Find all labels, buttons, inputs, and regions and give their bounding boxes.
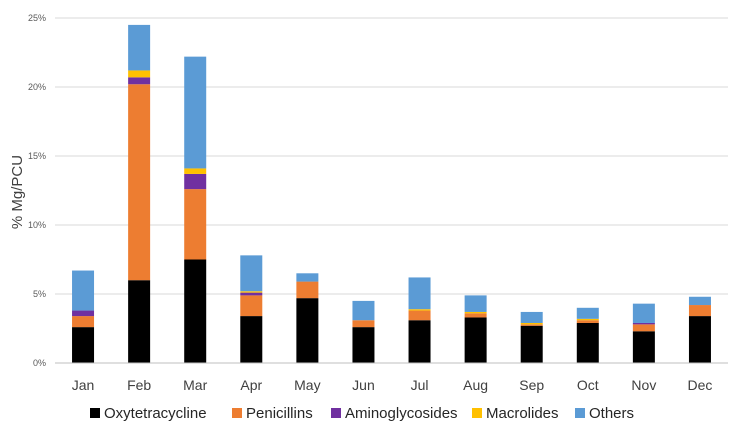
bar-segment-macrolides-aug [464, 311, 487, 314]
legend-swatch-others [575, 408, 585, 418]
x-tick-label: Mar [183, 377, 207, 393]
bar-segment-penicillins-mar [184, 189, 207, 260]
bar-segment-oxytetracycline-jul [408, 320, 431, 363]
bar-segment-macrolides-sep [520, 322, 543, 325]
y-axis-ticks: 0% 5% 10% 15% 20% 25% [28, 13, 46, 368]
bar-segment-oxytetracycline-may [296, 298, 319, 363]
legend-swatch-aminoglycosides [331, 408, 341, 418]
bar-segment-oxytetracycline-feb [128, 280, 151, 363]
bar-segment-macrolides-jul [408, 309, 431, 311]
x-tick-label: Jul [411, 377, 429, 393]
legend-swatch-penicillins [232, 408, 242, 418]
bar-segment-others-oct [576, 307, 599, 319]
bar-segment-others-feb [128, 24, 151, 71]
bar-segment-others-nov [632, 303, 655, 323]
bar-segment-penicillins-feb [128, 84, 151, 281]
bars [72, 24, 711, 363]
legend-swatch-macrolides [472, 408, 482, 418]
bar-segment-penicillins-oct [576, 320, 599, 323]
bar-segment-penicillins-may [296, 281, 319, 299]
bar-segment-penicillins-aug [464, 313, 487, 318]
legend-label: Oxytetracycline [104, 405, 207, 422]
bar-segment-oxytetracycline-aug [464, 317, 487, 363]
bar-segment-oxytetracycline-oct [576, 322, 599, 363]
bar-segment-penicillins-apr [240, 295, 263, 317]
bar-segment-penicillins-nov [632, 324, 655, 332]
legend-swatch-oxytetracycline [90, 408, 100, 418]
bar-segment-others-jan [72, 270, 95, 311]
x-tick-label: Nov [631, 377, 656, 393]
bar-segment-macrolides-apr [240, 291, 263, 293]
bar-segment-others-mar [184, 56, 207, 169]
bar-segment-oxytetracycline-dec [688, 316, 711, 363]
y-tick-label: 15% [28, 151, 46, 161]
bar-segment-macrolides-oct [576, 318, 599, 321]
legend-label: Aminoglycosides [345, 405, 458, 422]
bar-segment-aminoglycosides-jan [72, 310, 95, 317]
bar-segment-others-jul [408, 277, 431, 310]
bar-segment-aminoglycosides-feb [128, 77, 151, 85]
bar-segment-oxytetracycline-nov [632, 331, 655, 363]
y-tick-label: 10% [28, 220, 46, 230]
legend: Oxytetracycline Penicillins Aminoglycoside… [90, 405, 634, 422]
y-tick-label: 25% [28, 13, 46, 23]
x-tick-label: May [294, 377, 320, 393]
x-tick-label: Sep [519, 377, 544, 393]
bar-segment-oxytetracycline-sep [520, 325, 543, 363]
y-tick-label: 5% [33, 289, 46, 299]
bar-segment-penicillins-jun [352, 320, 375, 328]
legend-label: Others [589, 405, 634, 422]
bar-segment-oxytetracycline-mar [184, 259, 207, 363]
x-tick-label: Jun [352, 377, 375, 393]
bar-segment-others-apr [240, 255, 263, 292]
legend-label: Macrolides [486, 405, 559, 422]
bar-segment-aminoglycosides-apr [240, 292, 263, 296]
bar-segment-penicillins-sep [520, 324, 543, 326]
bar-segment-aminoglycosides-mar [184, 173, 207, 190]
bar-segment-penicillins-dec [688, 305, 711, 317]
bar-segment-penicillins-jul [408, 310, 431, 321]
bar-segment-oxytetracycline-jun [352, 327, 375, 363]
bar-segment-macrolides-mar [184, 168, 207, 174]
y-tick-label: 0% [33, 358, 46, 368]
bar-segment-others-sep [520, 311, 543, 323]
x-axis-ticks: Jan Feb Mar Apr May Jun Jul Aug Sep Oct Nov Dec [72, 377, 713, 393]
bar-segment-oxytetracycline-apr [240, 316, 263, 363]
x-tick-label: Feb [127, 377, 151, 393]
legend-label: Penicillins [246, 405, 313, 422]
gridlines [55, 17, 728, 295]
bar-segment-penicillins-jan [72, 316, 95, 328]
bar-segment-others-aug [464, 295, 487, 312]
y-axis-title: % Mg/PCU [9, 155, 26, 229]
bar-segment-macrolides-feb [128, 70, 151, 78]
bar-segment-oxytetracycline-jan [72, 327, 95, 363]
bar-segment-aminoglycosides-nov [632, 322, 655, 325]
bar-segment-others-dec [688, 296, 711, 306]
bar-segment-others-jun [352, 300, 375, 321]
x-tick-label: Apr [240, 377, 262, 393]
x-tick-label: Jan [72, 377, 95, 393]
x-tick-label: Oct [577, 377, 599, 393]
x-tick-label: Aug [463, 377, 488, 393]
y-tick-label: 20% [28, 82, 46, 92]
bar-segment-others-may [296, 273, 319, 282]
x-tick-label: Dec [688, 377, 713, 393]
